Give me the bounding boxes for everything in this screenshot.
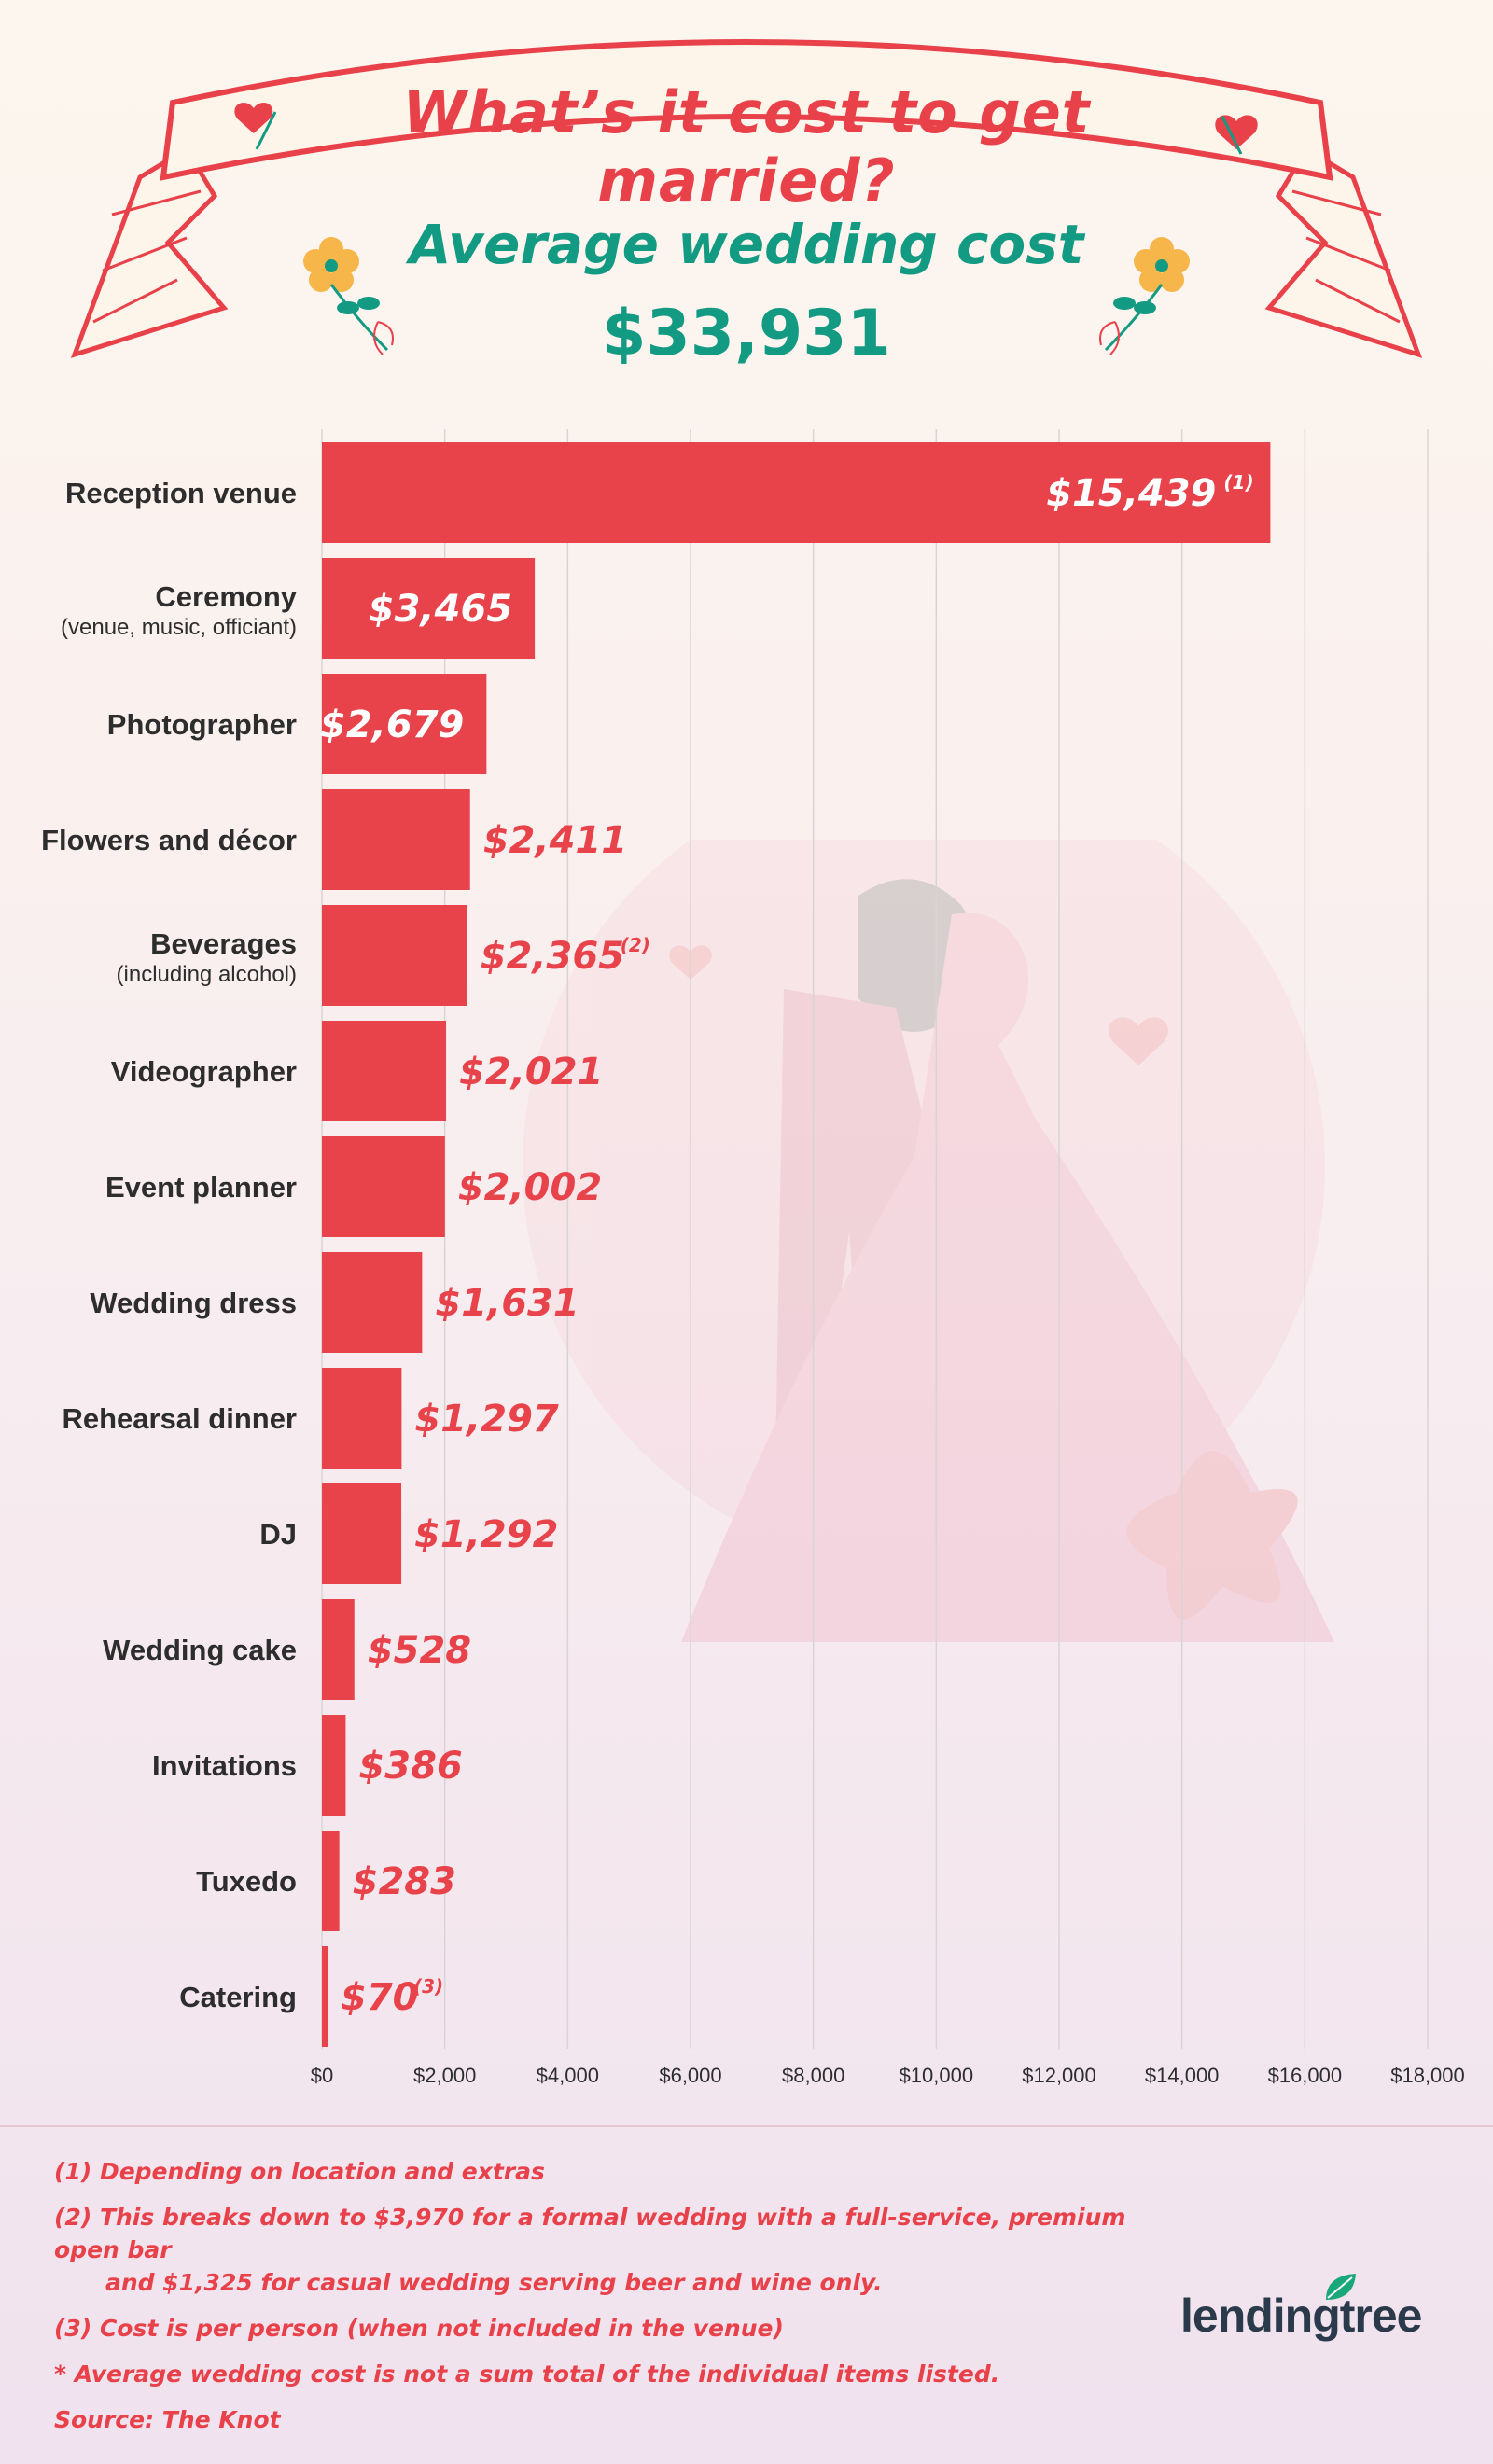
couple-illustration	[523, 840, 1334, 1642]
average-cost-label: Average wedding cost	[409, 213, 1084, 276]
x-tick-label: $12,000	[1022, 2064, 1096, 2087]
bar	[322, 1599, 355, 1700]
category-label: Rehearsal dinner	[62, 1402, 297, 1435]
header: What’s it cost to get married? Average w…	[0, 0, 1493, 420]
divider	[0, 2125, 1493, 2127]
flower-icon	[303, 237, 394, 355]
bar-chart: Reception venue $15,439 (1) Ceremony(venue,…	[41, 429, 1465, 2087]
category-label: Ceremony	[155, 580, 297, 613]
bar	[322, 905, 467, 1006]
x-tick-label: $18,000	[1390, 2064, 1465, 2087]
category-label: Flowers and décor	[41, 824, 297, 856]
heart-icon	[1215, 115, 1258, 155]
value-label: $2,021	[459, 1051, 603, 1093]
x-tick-label: $2,000	[413, 2064, 476, 2087]
chart-title: What’s it cost to get married?	[402, 78, 1091, 215]
bar	[322, 1368, 402, 1469]
bar	[322, 1715, 346, 1816]
value-label: $528	[368, 1629, 471, 1672]
footnote-4: * Average wedding cost is not a sum tota…	[54, 2360, 1000, 2387]
category-sublabel: (including alcohol)	[117, 962, 297, 987]
bar	[322, 1252, 423, 1353]
footnote-mark: (3)	[413, 1975, 443, 1998]
category-label: Tuxedo	[196, 1865, 297, 1898]
x-tick-label: $8,000	[782, 2064, 844, 2087]
x-tick-label: $0	[311, 2064, 333, 2087]
x-tick-label: $16,000	[1268, 2064, 1343, 2087]
x-tick-label: $10,000	[900, 2064, 974, 2087]
lendingtree-logo[interactable]: lendingtree	[1180, 2272, 1460, 2346]
heart-icon	[234, 103, 277, 150]
footnote-2: (2) This breaks down to $3,970 for a for…	[54, 2201, 1155, 2299]
value-label: $3,465	[369, 588, 512, 631]
value-label: $70	[341, 1976, 419, 2019]
value-label: $2,411	[483, 819, 627, 862]
category-label: Videographer	[111, 1055, 297, 1088]
value-label: $2,679	[320, 703, 464, 746]
category-label: DJ	[259, 1518, 297, 1551]
value-label: $386	[358, 1745, 462, 1788]
category-label: Wedding cake	[103, 1634, 297, 1666]
footnote-3: (3) Cost is per person (when not include…	[54, 2315, 784, 2342]
bar	[322, 1831, 340, 1931]
bar	[322, 789, 470, 890]
footnote-2-line2: and $1,325 for casual wedding serving be…	[105, 2269, 883, 2296]
category-label: Catering	[179, 1981, 297, 2013]
footnote-mark: (1)	[1223, 471, 1253, 494]
bar	[322, 1021, 447, 1121]
logo-text: lendingtree	[1180, 2290, 1422, 2342]
x-tick-label: $4,000	[537, 2064, 599, 2087]
category-label: Wedding dress	[90, 1287, 297, 1319]
footnote-mark: (2)	[621, 934, 650, 956]
lendingtree-leaf-icon	[1326, 2274, 1356, 2300]
footnote-1: (1) Depending on location and extras	[54, 2158, 545, 2185]
value-label: $2,365	[481, 935, 624, 978]
average-cost-value: $33,931	[602, 297, 891, 370]
bar	[322, 442, 1271, 543]
value-label: $1,292	[414, 1513, 558, 1556]
category-label: Beverages	[150, 927, 297, 960]
bar	[322, 1946, 328, 2047]
x-tick-label: $6,000	[659, 2064, 721, 2087]
bar	[322, 558, 536, 659]
bar	[322, 1136, 445, 1237]
ribbon-banner	[70, 39, 1423, 358]
value-label: $1,631	[435, 1282, 579, 1325]
category-label: Photographer	[107, 708, 297, 741]
value-label: $15,439	[1046, 472, 1216, 515]
source: Source: The Knot	[54, 2406, 281, 2433]
footnotes: (1) Depending on location and extras (2)…	[54, 2155, 1155, 2449]
category-label: Reception venue	[65, 477, 297, 509]
bar	[322, 674, 487, 774]
value-label: $1,297	[414, 1398, 559, 1441]
category-label: Invitations	[152, 1749, 297, 1782]
category-label: Event planner	[105, 1171, 297, 1204]
flower-icon	[1099, 237, 1190, 355]
value-label: $283	[353, 1860, 456, 1903]
category-sublabel: (venue, music, officiant)	[61, 615, 297, 640]
footnote-2-line1: (2) This breaks down to $3,970 for a for…	[54, 2204, 1126, 2263]
bar	[322, 1483, 402, 1584]
x-tick-label: $14,000	[1145, 2064, 1220, 2087]
value-label: $2,002	[458, 1166, 602, 1209]
